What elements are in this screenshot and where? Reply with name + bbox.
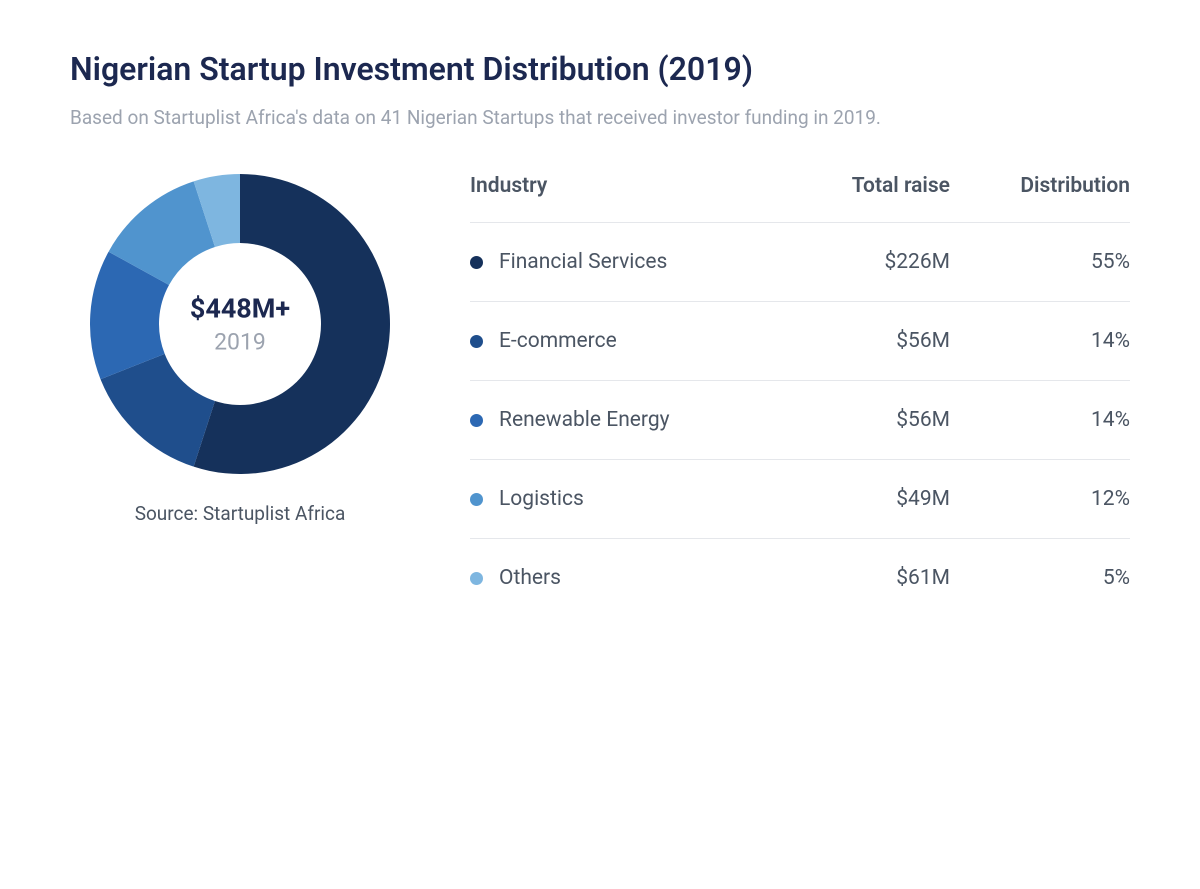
row-raise: $56M: [750, 408, 950, 432]
row-industry: Renewable Energy: [470, 408, 750, 432]
table-body: Financial Services $226M55% E-commerce $56M…: [470, 223, 1130, 617]
col-industry: Industry: [470, 174, 750, 198]
row-distribution: 5%: [950, 566, 1130, 590]
table-row: Renewable Energy $56M14%: [470, 381, 1130, 460]
row-industry: Financial Services: [470, 250, 750, 274]
table-header: Industry Total raise Distribution: [470, 174, 1130, 223]
chart-title: Nigerian Startup Investment Distribution…: [70, 50, 1130, 88]
swatch-icon: [470, 414, 483, 427]
data-table: Industry Total raise Distribution Financ…: [470, 174, 1130, 617]
row-raise: $61M: [750, 566, 950, 590]
row-distribution: 12%: [950, 487, 1130, 511]
col-distribution: Distribution: [950, 174, 1130, 198]
industry-label: Financial Services: [499, 250, 667, 274]
table-row: Others $61M5%: [470, 539, 1130, 617]
row-distribution: 14%: [950, 408, 1130, 432]
row-industry: E-commerce: [470, 329, 750, 353]
swatch-icon: [470, 256, 483, 269]
chart-source: Source: Startuplist Africa: [135, 502, 346, 525]
swatch-icon: [470, 572, 483, 585]
content-row: $448M+ 2019 Source: Startuplist Africa I…: [70, 174, 1130, 617]
chart-subtitle: Based on Startuplist Africa's data on 41…: [70, 106, 1130, 129]
donut-center-year: 2019: [190, 329, 290, 356]
row-raise: $226M: [750, 250, 950, 274]
donut-center-value: $448M+: [190, 293, 290, 325]
swatch-icon: [470, 335, 483, 348]
col-raise: Total raise: [750, 174, 950, 198]
donut-chart: $448M+ 2019: [90, 174, 390, 474]
industry-label: Others: [499, 566, 561, 590]
chart-column: $448M+ 2019 Source: Startuplist Africa: [70, 174, 410, 525]
industry-label: E-commerce: [499, 329, 617, 353]
swatch-icon: [470, 493, 483, 506]
row-distribution: 14%: [950, 329, 1130, 353]
table-row: Logistics $49M12%: [470, 460, 1130, 539]
industry-label: Renewable Energy: [499, 408, 670, 432]
table-row: Financial Services $226M55%: [470, 223, 1130, 302]
row-industry: Others: [470, 566, 750, 590]
row-distribution: 55%: [950, 250, 1130, 274]
table-row: E-commerce $56M14%: [470, 302, 1130, 381]
row-raise: $49M: [750, 487, 950, 511]
donut-center: $448M+ 2019: [190, 293, 290, 356]
industry-label: Logistics: [499, 487, 584, 511]
row-raise: $56M: [750, 329, 950, 353]
row-industry: Logistics: [470, 487, 750, 511]
